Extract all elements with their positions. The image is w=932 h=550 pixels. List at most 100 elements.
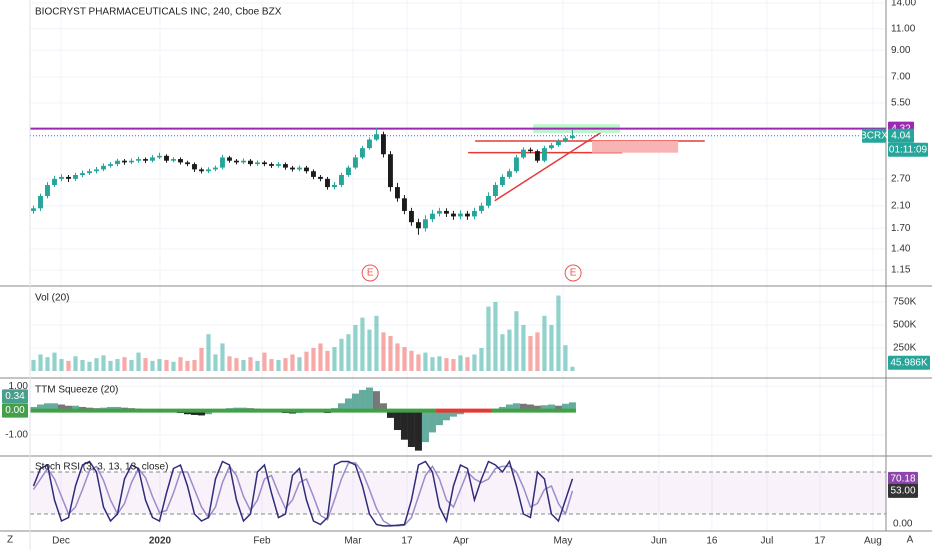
candle-body <box>416 222 421 229</box>
candle-body <box>73 174 78 179</box>
histogram-bar <box>526 404 534 411</box>
candle-body <box>255 162 260 165</box>
candle-body <box>276 164 281 166</box>
candle-body <box>464 213 470 217</box>
histogram-bar <box>197 410 205 416</box>
histogram-bar <box>344 398 352 411</box>
pane-title: Stoch RSI (3, 3, 13, 13, close) <box>35 462 168 473</box>
band-fill <box>30 472 886 514</box>
volume-bar <box>136 352 141 371</box>
candle-body <box>458 213 463 217</box>
volume-tag-bg <box>888 355 930 370</box>
volume-bar <box>486 306 491 371</box>
y-tick-label: 2.70 <box>891 174 911 185</box>
candle-body <box>409 210 414 223</box>
toolbar-button[interactable]: Z <box>7 535 13 546</box>
volume-bar <box>514 311 519 371</box>
y-tick-label: 1.00 <box>9 381 29 392</box>
candle-body <box>248 160 253 165</box>
histogram-bar <box>428 410 436 433</box>
value-tag-bg <box>2 389 28 404</box>
candle-body <box>178 159 183 163</box>
volume-bar <box>325 350 330 371</box>
candle-body <box>143 159 148 161</box>
candle-body <box>395 187 400 199</box>
candle-body <box>241 160 246 163</box>
volume-bar <box>423 352 428 371</box>
volume-bar <box>220 343 225 371</box>
volume-bar <box>129 359 134 371</box>
candle-body <box>171 159 176 161</box>
volume-bar <box>255 360 260 371</box>
candle-body <box>192 164 197 170</box>
y-tick-label: 2.10 <box>891 200 911 211</box>
histogram-bar <box>561 403 569 411</box>
histogram-bar <box>71 405 79 411</box>
chart-title: BIOCRYST PHARMACEUTICALS INC, 240, Cboe … <box>35 7 282 18</box>
volume-bar <box>339 338 344 371</box>
volume-bar <box>395 343 400 371</box>
volume-bar <box>157 359 162 371</box>
candle-body <box>157 155 162 158</box>
histogram-bar <box>435 410 443 426</box>
candle-body <box>234 160 239 163</box>
volume-bar <box>465 357 470 371</box>
candle-body <box>360 148 365 158</box>
y-tick-label: 1.40 <box>891 244 911 255</box>
symbol-tag-bg <box>862 128 886 143</box>
volume-bar <box>304 351 309 371</box>
histogram-bar <box>400 410 408 440</box>
volume-bar <box>528 336 533 371</box>
histogram-bar <box>50 403 58 411</box>
volume-bar <box>458 355 463 371</box>
volume-bar <box>52 352 57 371</box>
histogram-bar <box>547 404 555 411</box>
earnings-label: E <box>570 268 577 279</box>
candle-body <box>367 139 372 149</box>
volume-bar <box>297 357 302 371</box>
toolbar-button[interactable]: A <box>907 535 914 546</box>
x-tick-label: Aug <box>864 536 882 547</box>
volume-bar <box>332 347 337 371</box>
volume-bar <box>269 359 274 371</box>
volume-bar <box>451 359 456 371</box>
volume-bar <box>416 354 421 371</box>
zero-tag: 0.00 <box>5 405 25 416</box>
x-tick-label: Feb <box>253 536 271 547</box>
volume-bar <box>87 361 92 371</box>
volume-bar <box>115 359 120 371</box>
candle-body <box>136 159 141 161</box>
candle-body <box>31 208 36 211</box>
candle-body <box>213 167 218 170</box>
candle-body <box>430 213 435 220</box>
histogram-bar <box>512 403 520 411</box>
volume-bar <box>171 361 176 371</box>
histogram-bar <box>568 402 576 411</box>
histogram-bar <box>43 403 51 411</box>
candle-body <box>66 176 71 179</box>
histogram-bar <box>442 410 450 421</box>
histogram-bar <box>505 404 513 411</box>
value-tag: 0.34 <box>5 391 25 402</box>
candle-body <box>297 167 302 170</box>
value-tag-bg <box>888 471 918 486</box>
volume-bar <box>542 315 547 371</box>
y-tick-label: 7.00 <box>891 72 911 83</box>
volume-bar <box>227 356 232 371</box>
x-tick-label: Dec <box>52 536 70 547</box>
candle-body <box>220 157 225 168</box>
candle-body <box>325 178 330 188</box>
histogram-bar <box>57 404 65 411</box>
candle-body <box>346 167 351 175</box>
candle-body <box>437 210 442 214</box>
volume-tag: 45.986K <box>890 357 928 368</box>
volume-bar <box>549 324 554 371</box>
drawing-box <box>592 140 679 153</box>
candle-body <box>45 184 50 197</box>
grid <box>30 0 886 531</box>
candle-body <box>402 198 407 211</box>
value-tag: 53.00 <box>890 486 915 497</box>
candle-body <box>520 149 526 158</box>
